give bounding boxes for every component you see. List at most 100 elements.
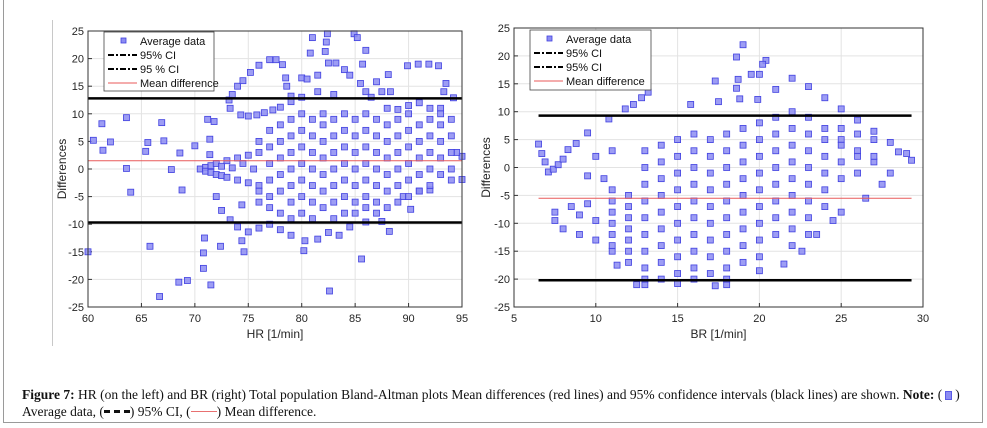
data-point [250, 165, 258, 173]
y-tick-label: -15 [494, 246, 510, 258]
y-tick-label: 25 [498, 23, 510, 35]
data-point [837, 158, 845, 166]
data-point [218, 206, 225, 214]
data-point [592, 217, 600, 224]
data-point [223, 173, 231, 181]
ci-line-icon [103, 410, 130, 413]
data-point [584, 200, 592, 208]
data-point [282, 74, 290, 82]
axes-box [513, 27, 924, 308]
data-point [362, 126, 370, 134]
data-point [301, 237, 309, 245]
data-point [756, 219, 763, 227]
data-point [414, 60, 422, 68]
data-point [176, 149, 184, 157]
data-point [244, 112, 252, 120]
data-point [723, 281, 731, 289]
x-tick-label: 80 [296, 313, 308, 325]
data-point [739, 175, 747, 183]
data-point [447, 132, 455, 140]
data-point [756, 203, 763, 210]
data-point [321, 48, 329, 55]
data-point [276, 103, 284, 111]
data-point [326, 287, 333, 295]
data-point [706, 186, 714, 194]
data-point [319, 121, 327, 129]
data-point [788, 74, 796, 82]
data-point [711, 282, 719, 290]
data-point [641, 281, 649, 289]
legend-label: 95% CI [140, 50, 176, 62]
data-point [572, 140, 580, 147]
data-point [287, 165, 295, 173]
data-point [870, 127, 878, 135]
data-point [178, 186, 186, 194]
data-point [657, 158, 665, 166]
data-point [303, 75, 311, 83]
data-point [821, 186, 829, 194]
legend-marker-icon [546, 35, 553, 42]
data-point [723, 147, 731, 155]
data-point [325, 229, 332, 236]
data-point [674, 169, 681, 177]
data-point [706, 270, 714, 277]
data-point [442, 80, 450, 87]
data-point [351, 132, 359, 140]
data-point [608, 197, 616, 205]
data-point [362, 143, 370, 151]
data-point [625, 191, 632, 199]
data-point [298, 160, 306, 167]
y-tick-label: 15 [72, 81, 84, 93]
data-point [821, 169, 829, 177]
data-point [625, 203, 632, 210]
data-point [657, 141, 665, 149]
data-point [608, 147, 616, 155]
data-point [244, 151, 252, 159]
y-tick-label: 5 [504, 135, 510, 147]
data-point [657, 175, 665, 183]
data-point [625, 214, 632, 222]
data-point [99, 146, 107, 154]
data-point [287, 182, 295, 189]
data-point [739, 258, 747, 266]
data-point [266, 193, 274, 201]
data-point [723, 264, 731, 272]
data-point [837, 136, 845, 144]
data-point [837, 105, 845, 113]
data-point [385, 227, 393, 235]
data-point [210, 118, 218, 125]
data-point [330, 132, 338, 140]
chart-2: 5 10 15 20 25 30 -25 -20 -15 -10 -5 0 5 10 15 20 25 BR [1… [479, 23, 929, 341]
data-point [319, 110, 327, 118]
data-point [788, 208, 796, 216]
legend-label: 95% CI [566, 62, 602, 74]
data-point [314, 88, 322, 96]
legend-marker-icon [120, 37, 127, 44]
data-point [854, 147, 861, 155]
data-point [829, 217, 837, 224]
x-tick-label: 90 [402, 313, 414, 325]
data-point [298, 126, 306, 134]
data-point [407, 205, 415, 213]
data-point [362, 46, 370, 54]
data-point [690, 180, 698, 188]
data-point [362, 110, 370, 118]
data-point [870, 158, 878, 166]
y-tick-label: -25 [68, 302, 84, 314]
data-point [405, 102, 412, 109]
data-point [283, 82, 291, 90]
data-point [426, 115, 434, 123]
y-tick-label: 0 [504, 163, 510, 175]
data-point [600, 175, 608, 183]
data-point [756, 267, 763, 275]
data-point [266, 56, 274, 64]
data-point [308, 132, 316, 140]
data-point [212, 193, 220, 201]
data-point [276, 137, 284, 145]
data-point [207, 281, 215, 289]
data-point [218, 162, 225, 170]
data-point [415, 154, 423, 162]
data-point [821, 94, 829, 102]
data-point [739, 158, 747, 166]
data-point [383, 187, 391, 195]
